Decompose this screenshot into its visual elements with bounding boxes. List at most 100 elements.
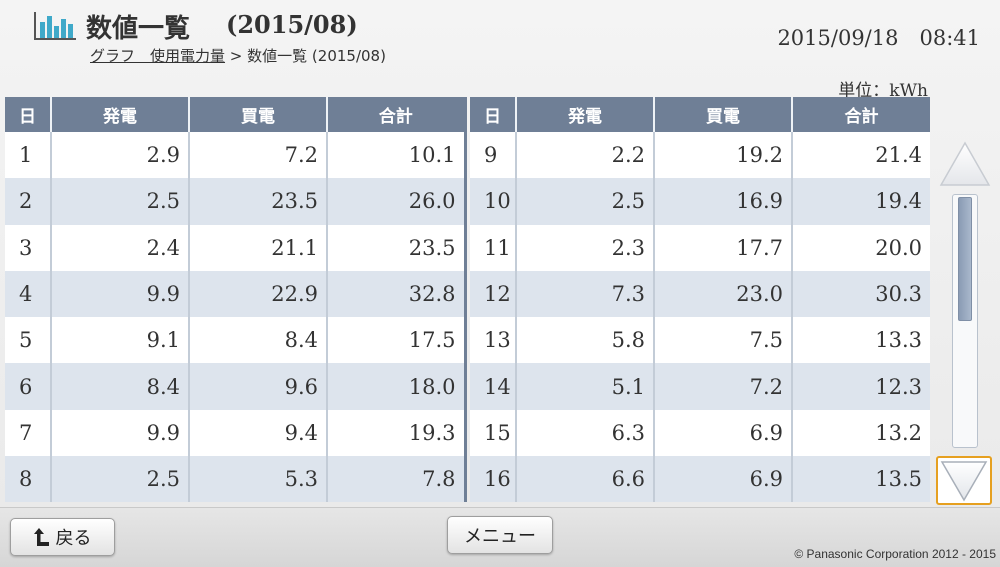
cell-generation: 5.8 bbox=[516, 317, 655, 364]
cell-total: 13.5 bbox=[792, 456, 930, 503]
column-header-day: 日 bbox=[5, 97, 52, 132]
cell-purchase: 8.4 bbox=[189, 317, 328, 364]
cell-purchase: 17.7 bbox=[654, 224, 793, 271]
menu-button[interactable]: メニュー bbox=[447, 516, 553, 554]
cell-day: 16 bbox=[470, 456, 517, 503]
cell-total: 18.0 bbox=[327, 363, 465, 410]
column-header-total: 合計 bbox=[327, 97, 465, 132]
breadcrumb-current: 数値一覧 (2015/08) bbox=[247, 47, 386, 65]
header: 数値一覧 (2015/08) グラフ 使用電力量 > 数値一覧 (2015/08… bbox=[0, 0, 1000, 101]
cell-generation: 6.3 bbox=[516, 409, 655, 457]
table-row: 16 6.6 6.9 13.5 bbox=[470, 456, 930, 503]
scrollbar-track[interactable] bbox=[952, 194, 978, 448]
cell-purchase: 9.4 bbox=[189, 409, 328, 457]
cell-purchase: 22.9 bbox=[189, 270, 328, 318]
table-row: 7 9.9 9.4 19.3 bbox=[5, 409, 465, 457]
cell-day: 12 bbox=[470, 270, 517, 318]
cell-total: 17.5 bbox=[327, 317, 465, 364]
table-row: 13 5.8 7.5 13.3 bbox=[470, 317, 930, 364]
cell-purchase: 9.6 bbox=[189, 363, 328, 410]
cell-generation: 2.5 bbox=[51, 456, 190, 503]
cell-day: 13 bbox=[470, 317, 517, 364]
cell-total: 21.4 bbox=[792, 132, 930, 179]
cell-total: 12.3 bbox=[792, 363, 930, 410]
menu-button-label: メニュー bbox=[464, 526, 536, 547]
cell-generation: 8.4 bbox=[51, 363, 190, 410]
back-button-label: 戻る bbox=[55, 528, 92, 549]
cell-day: 7 bbox=[5, 409, 52, 457]
table-header-row: 日 発電 買電 合計 bbox=[470, 97, 930, 132]
table-row: 5 9.1 8.4 17.5 bbox=[5, 317, 465, 364]
footer: 戻る メニュー © Panasonic Corporation 2012 - 2… bbox=[0, 507, 1000, 567]
cell-total: 32.8 bbox=[327, 270, 465, 318]
cell-total: 13.2 bbox=[792, 409, 930, 457]
cell-total: 13.3 bbox=[792, 317, 930, 364]
cell-purchase: 23.0 bbox=[654, 270, 793, 318]
table-row: 8 2.5 5.3 7.8 bbox=[5, 456, 465, 503]
table-row: 15 6.3 6.9 13.2 bbox=[470, 409, 930, 457]
cell-day: 6 bbox=[5, 363, 52, 410]
data-table-left: 日 発電 買電 合計 1 2.9 7.2 10.1 2 2.5 23.5 26.0 3 2.4… bbox=[5, 97, 467, 503]
back-button[interactable]: 戻る bbox=[10, 518, 115, 556]
cell-day: 1 bbox=[5, 132, 52, 179]
page-period: (2015/08) bbox=[226, 10, 358, 39]
breadcrumb: グラフ 使用電力量 > 数値一覧 (2015/08) bbox=[90, 45, 386, 66]
back-arrow-icon bbox=[33, 528, 49, 546]
data-table-right: 日 発電 買電 合計 9 2.2 19.2 21.4 10 2.5 16.9 19.4 11… bbox=[470, 97, 930, 503]
cell-purchase: 7.2 bbox=[189, 132, 328, 179]
triangle-up-icon[interactable] bbox=[938, 140, 992, 188]
cell-day: 8 bbox=[5, 456, 52, 503]
cell-generation: 9.9 bbox=[51, 409, 190, 457]
cell-generation: 2.5 bbox=[516, 178, 655, 225]
cell-day: 11 bbox=[470, 224, 517, 271]
cell-day: 5 bbox=[5, 317, 52, 364]
table-row: 1 2.9 7.2 10.1 bbox=[5, 132, 465, 179]
unit-label: 単位：kWh bbox=[838, 76, 928, 101]
table-row: 12 7.3 23.0 30.3 bbox=[470, 270, 930, 318]
datetime: 2015/09/18 08:41 bbox=[777, 26, 980, 50]
table-row: 14 5.1 7.2 12.3 bbox=[470, 363, 930, 410]
cell-purchase: 16.9 bbox=[654, 178, 793, 225]
cell-total: 23.5 bbox=[327, 224, 465, 271]
cell-purchase: 6.9 bbox=[654, 409, 793, 457]
cell-day: 9 bbox=[470, 132, 517, 179]
cell-total: 19.4 bbox=[792, 178, 930, 225]
column-header-generation: 発電 bbox=[51, 97, 190, 132]
unit-value: kWh bbox=[889, 81, 928, 101]
cell-total: 7.8 bbox=[327, 456, 465, 503]
breadcrumb-link-graph[interactable]: グラフ 使用電力量 bbox=[90, 47, 226, 65]
cell-generation: 2.2 bbox=[516, 132, 655, 179]
cell-generation: 9.9 bbox=[51, 270, 190, 318]
unit-prefix: 単位： bbox=[838, 81, 890, 101]
cell-purchase: 7.2 bbox=[654, 363, 793, 410]
table-row: 2 2.5 23.5 26.0 bbox=[5, 178, 465, 225]
column-header-day: 日 bbox=[470, 97, 517, 132]
cell-day: 3 bbox=[5, 224, 52, 271]
triangle-down-icon bbox=[940, 461, 988, 502]
table-row: 11 2.3 17.7 20.0 bbox=[470, 224, 930, 271]
column-header-purchase: 買電 bbox=[654, 97, 793, 132]
scrollbar-thumb[interactable] bbox=[958, 197, 972, 321]
scroll-down-button[interactable] bbox=[936, 456, 992, 505]
cell-purchase: 5.3 bbox=[189, 456, 328, 503]
copyright: © Panasonic Corporation 2012 - 2015 bbox=[794, 547, 996, 561]
cell-purchase: 19.2 bbox=[654, 132, 793, 179]
table-header-row: 日 発電 買電 合計 bbox=[5, 97, 465, 132]
cell-day: 2 bbox=[5, 178, 52, 225]
cell-generation: 7.3 bbox=[516, 270, 655, 318]
page-title: 数値一覧 bbox=[86, 14, 191, 44]
table-row: 6 8.4 9.6 18.0 bbox=[5, 363, 465, 410]
cell-total: 20.0 bbox=[792, 224, 930, 271]
column-header-total: 合計 bbox=[792, 97, 930, 132]
cell-generation: 6.6 bbox=[516, 456, 655, 503]
table-row: 4 9.9 22.9 32.8 bbox=[5, 270, 465, 318]
bar-chart-icon bbox=[34, 12, 76, 40]
cell-generation: 5.1 bbox=[516, 363, 655, 410]
column-header-generation: 発電 bbox=[516, 97, 655, 132]
cell-day: 15 bbox=[470, 409, 517, 457]
cell-purchase: 21.1 bbox=[189, 224, 328, 271]
cell-generation: 9.1 bbox=[51, 317, 190, 364]
cell-generation: 2.9 bbox=[51, 132, 190, 179]
cell-total: 26.0 bbox=[327, 178, 465, 225]
cell-total: 30.3 bbox=[792, 270, 930, 318]
